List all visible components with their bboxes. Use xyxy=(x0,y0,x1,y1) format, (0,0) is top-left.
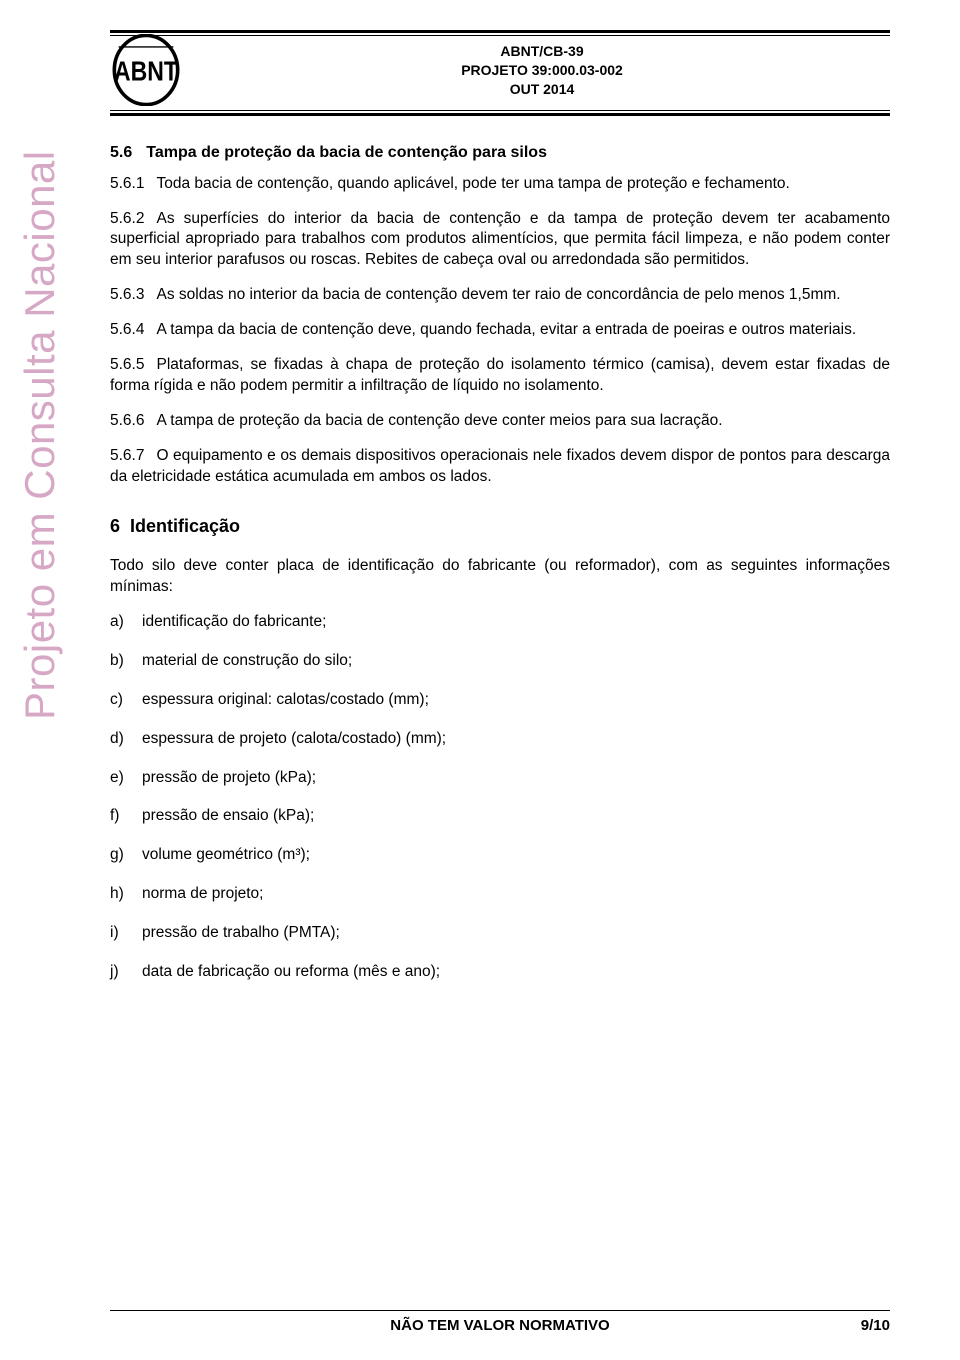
para-5-6-2: 5.6.2As superfícies do interior da bacia… xyxy=(110,209,890,272)
list-item: g)volume geométrico (m³); xyxy=(110,845,890,866)
heading-6: 6 Identificação xyxy=(110,514,890,538)
intro-6: Todo silo deve conter placa de identific… xyxy=(110,556,890,598)
para-text: A tampa de proteção da bacia de contençã… xyxy=(156,412,722,429)
list-marker: f) xyxy=(110,806,142,827)
para-5-6-7: 5.6.7O equipamento e os demais dispositi… xyxy=(110,446,890,488)
header-line2: PROJETO 39:000.03-002 xyxy=(194,61,890,80)
svg-text:ABNT: ABNT xyxy=(114,57,178,87)
list-text: espessura de projeto (calota/costado) (m… xyxy=(142,729,446,750)
list-text: material de construção do silo; xyxy=(142,651,352,672)
list-item: e)pressão de projeto (kPa); xyxy=(110,768,890,789)
para-text: Toda bacia de contenção, quando aplicáve… xyxy=(156,175,789,192)
list-text: pressão de ensaio (kPa); xyxy=(142,806,314,827)
list-item: d)espessura de projeto (calota/costado) … xyxy=(110,729,890,750)
list-marker: a) xyxy=(110,612,142,633)
para-number: 5.6.6 xyxy=(110,411,144,432)
para-5-6-1: 5.6.1 Toda bacia de contenção, quando apl… xyxy=(110,174,890,195)
info-list: a)identificação do fabricante; b)materia… xyxy=(110,612,890,983)
para-number: 5.6.3 xyxy=(110,285,144,306)
header-line1: ABNT/CB-39 xyxy=(194,42,890,61)
para-5-6-3: 5.6.3 As soldas no interior da bacia de c… xyxy=(110,285,890,306)
heading-title: Identificação xyxy=(130,516,240,536)
para-text: As superfícies do interior da bacia de c… xyxy=(110,210,890,269)
abnt-logo: ABNT xyxy=(110,34,182,106)
list-marker: i) xyxy=(110,923,142,944)
header-line3: OUT 2014 xyxy=(194,80,890,99)
list-marker: b) xyxy=(110,651,142,672)
list-marker: c) xyxy=(110,690,142,711)
para-number: 5.6.4 xyxy=(110,320,144,341)
list-marker: d) xyxy=(110,729,142,750)
heading-title: Tampa de proteção da bacia de contenção … xyxy=(146,144,547,161)
para-text: O equipamento e os demais dispositivos o… xyxy=(110,447,890,485)
list-item: a)identificação do fabricante; xyxy=(110,612,890,633)
heading-number: 5.6 xyxy=(110,142,132,164)
heading-5-6: 5.6 Tampa de proteção da bacia de contenç… xyxy=(110,142,890,164)
list-item: h)norma de projeto; xyxy=(110,884,890,905)
list-text: espessura original: calotas/costado (mm)… xyxy=(142,690,429,711)
header-rule-bottom xyxy=(110,110,890,116)
list-marker: h) xyxy=(110,884,142,905)
list-text: volume geométrico (m³); xyxy=(142,845,310,866)
para-text: As soldas no interior da bacia de conten… xyxy=(156,286,840,303)
para-text: A tampa da bacia de contenção deve, quan… xyxy=(156,321,856,338)
para-5-6-5: 5.6.5Plataformas, se fixadas à chapa de … xyxy=(110,355,890,397)
para-number: 5.6.2 xyxy=(110,209,144,230)
list-item: b)material de construção do silo; xyxy=(110,651,890,672)
para-text: Plataformas, se fixadas à chapa de prote… xyxy=(110,356,890,394)
list-text: norma de projeto; xyxy=(142,884,264,905)
list-item: i)pressão de trabalho (PMTA); xyxy=(110,923,890,944)
footer-rule xyxy=(110,1310,890,1311)
header-text: ABNT/CB-39 PROJETO 39:000.03-002 OUT 201… xyxy=(194,36,890,99)
list-marker: e) xyxy=(110,768,142,789)
list-marker: g) xyxy=(110,845,142,866)
para-number: 5.6.7 xyxy=(110,446,144,467)
list-text: pressão de trabalho (PMTA); xyxy=(142,923,340,944)
para-number: 5.6.5 xyxy=(110,355,144,376)
list-item: c)espessura original: calotas/costado (m… xyxy=(110,690,890,711)
footer-center-text: NÃO TEM VALOR NORMATIVO xyxy=(110,1317,890,1334)
list-text: identificação do fabricante; xyxy=(142,612,326,633)
footer: NÃO TEM VALOR NORMATIVO 9/10 xyxy=(110,1310,890,1334)
heading-number: 6 xyxy=(110,516,120,536)
list-item: j)data de fabricação ou reforma (mês e a… xyxy=(110,962,890,983)
page-container: ABNT ABNT/CB-39 PROJETO 39:000.03-002 OU… xyxy=(0,0,960,1031)
list-marker: j) xyxy=(110,962,142,983)
para-number: 5.6.1 xyxy=(110,174,144,195)
para-5-6-4: 5.6.4 A tampa da bacia de contenção deve,… xyxy=(110,320,890,341)
para-5-6-6: 5.6.6 A tampa de proteção da bacia de con… xyxy=(110,411,890,432)
list-text: pressão de projeto (kPa); xyxy=(142,768,316,789)
list-text: data de fabricação ou reforma (mês e ano… xyxy=(142,962,440,983)
list-item: f)pressão de ensaio (kPa); xyxy=(110,806,890,827)
header-block: ABNT ABNT/CB-39 PROJETO 39:000.03-002 OU… xyxy=(110,30,890,116)
content-body: 5.6 Tampa de proteção da bacia de contenç… xyxy=(110,142,890,983)
